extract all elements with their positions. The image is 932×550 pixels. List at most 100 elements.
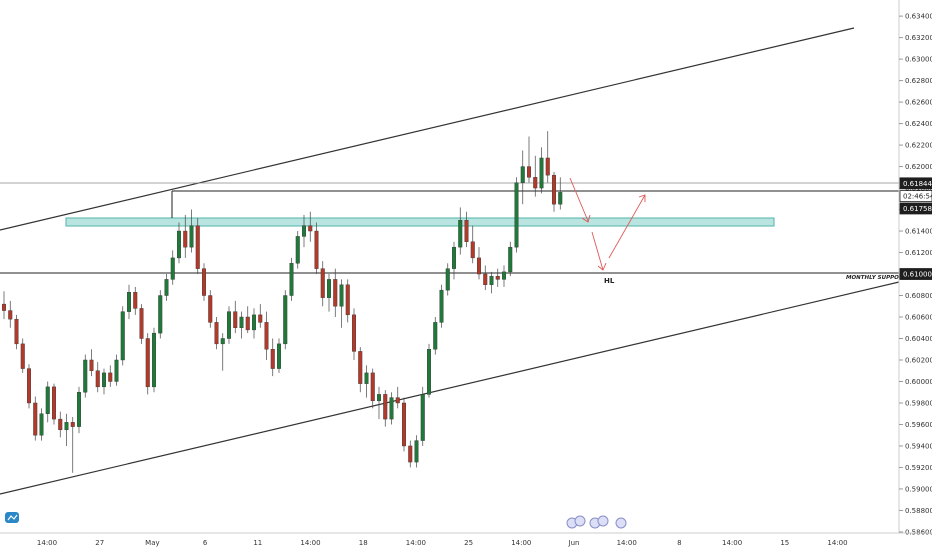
economic-events[interactable] — [566, 515, 627, 529]
projection-path[interactable] — [569, 177, 646, 271]
candle-body[interactable] — [158, 295, 163, 334]
tradingview-logo-icon[interactable] — [5, 512, 19, 523]
candle-body[interactable] — [64, 422, 69, 431]
candle-body[interactable] — [558, 192, 563, 205]
candle-body[interactable] — [495, 275, 500, 280]
time-axis[interactable]: 14:00 27 May 6 11 14:00 18 14:00 25 14:00 Jun 14:00… — [37, 539, 848, 547]
candle-body[interactable] — [277, 343, 282, 369]
candle-body[interactable] — [33, 402, 38, 436]
candle-body[interactable] — [108, 372, 113, 382]
candle-body[interactable] — [439, 289, 444, 323]
candle-body[interactable] — [226, 311, 231, 339]
candle-body[interactable] — [70, 422, 75, 427]
candle-body[interactable] — [89, 359, 94, 371]
candle-body[interactable] — [183, 230, 188, 248]
candle-body[interactable] — [420, 394, 425, 441]
candle-body[interactable] — [270, 349, 275, 369]
candle-body[interactable] — [239, 316, 244, 328]
candle-body[interactable] — [327, 279, 332, 298]
candle-body[interactable] — [464, 220, 469, 242]
candle-body[interactable] — [58, 418, 63, 431]
candle-body[interactable] — [251, 314, 256, 331]
candle-body[interactable] — [126, 292, 131, 312]
candle-body[interactable] — [220, 338, 225, 345]
candle-body[interactable] — [333, 279, 338, 307]
candle-body[interactable] — [502, 271, 507, 280]
candle-body[interactable] — [452, 246, 457, 269]
candle-body[interactable] — [358, 351, 363, 384]
candle-body[interactable] — [283, 295, 288, 345]
candle-body[interactable] — [52, 386, 57, 420]
candle-body[interactable] — [533, 177, 538, 189]
candle-body[interactable] — [477, 257, 482, 275]
candle-body[interactable] — [352, 314, 357, 352]
candle-body[interactable] — [308, 225, 313, 232]
candle-body[interactable] — [383, 394, 388, 420]
candle-body[interactable] — [101, 372, 106, 388]
candle-body[interactable] — [114, 359, 119, 382]
candle-body[interactable] — [289, 263, 294, 296]
candle-body[interactable] — [245, 316, 250, 331]
candle-body[interactable] — [552, 174, 557, 205]
candle-body[interactable] — [520, 166, 525, 183]
candle-body[interactable] — [201, 268, 206, 296]
candle-body[interactable] — [195, 225, 200, 269]
candle-body[interactable] — [339, 284, 344, 307]
candle-body[interactable] — [76, 392, 81, 427]
candle-body[interactable] — [14, 318, 19, 345]
candle-body[interactable] — [45, 386, 50, 414]
candle-body[interactable] — [377, 394, 382, 402]
candle-body[interactable] — [233, 311, 238, 328]
candle-body[interactable] — [345, 284, 350, 316]
candle-body[interactable] — [8, 310, 13, 320]
candle-body[interactable] — [320, 268, 325, 298]
candle-body[interactable] — [189, 225, 194, 248]
candle-body[interactable] — [483, 273, 488, 285]
candle-body[interactable] — [145, 338, 150, 388]
event-flag-icon[interactable] — [574, 515, 586, 527]
candle-body[interactable] — [314, 230, 319, 269]
candle-body[interactable] — [170, 257, 175, 280]
candle-body[interactable] — [214, 322, 219, 345]
candle-body[interactable] — [414, 440, 419, 463]
candle-body[interactable] — [402, 402, 407, 447]
candle-body[interactable] — [139, 308, 144, 339]
candle-body[interactable] — [470, 241, 475, 259]
candle-body[interactable] — [120, 311, 125, 361]
candle-body[interactable] — [458, 220, 463, 248]
candle-body[interactable] — [176, 230, 181, 259]
candle-body[interactable] — [427, 349, 432, 395]
channel-upper-line[interactable] — [0, 27, 855, 231]
candle-body[interactable] — [389, 397, 394, 420]
candle-body[interactable] — [20, 343, 25, 369]
candle-body[interactable] — [364, 372, 369, 384]
candle-body[interactable] — [39, 413, 44, 436]
candle-body[interactable] — [2, 303, 6, 311]
candle-body[interactable] — [370, 372, 375, 402]
candle-body[interactable] — [514, 182, 519, 248]
candle-body[interactable] — [489, 275, 494, 285]
candle-body[interactable] — [433, 322, 438, 350]
candle-body[interactable] — [83, 359, 88, 393]
candle-body[interactable] — [208, 295, 213, 323]
candle-body[interactable] — [151, 332, 156, 388]
candle-body[interactable] — [395, 397, 400, 404]
candle-body[interactable] — [539, 157, 544, 189]
candle-body[interactable] — [258, 314, 263, 323]
event-flag-icon[interactable] — [597, 515, 609, 527]
candle-body[interactable] — [133, 292, 138, 309]
candle-body[interactable] — [445, 268, 450, 291]
candle-body[interactable] — [95, 370, 100, 388]
candle-body[interactable] — [545, 157, 550, 176]
candle-body[interactable] — [164, 279, 169, 296]
channel-lower-line[interactable] — [0, 281, 900, 495]
resistance-zone[interactable] — [65, 217, 775, 227]
event-flag-icon[interactable] — [615, 517, 627, 529]
candle-body[interactable] — [302, 225, 307, 237]
candle-body[interactable] — [295, 236, 300, 264]
candle-body[interactable] — [264, 322, 269, 350]
candle-body[interactable] — [408, 445, 413, 463]
candle-body[interactable] — [527, 166, 532, 178]
candle-body[interactable] — [27, 368, 32, 404]
